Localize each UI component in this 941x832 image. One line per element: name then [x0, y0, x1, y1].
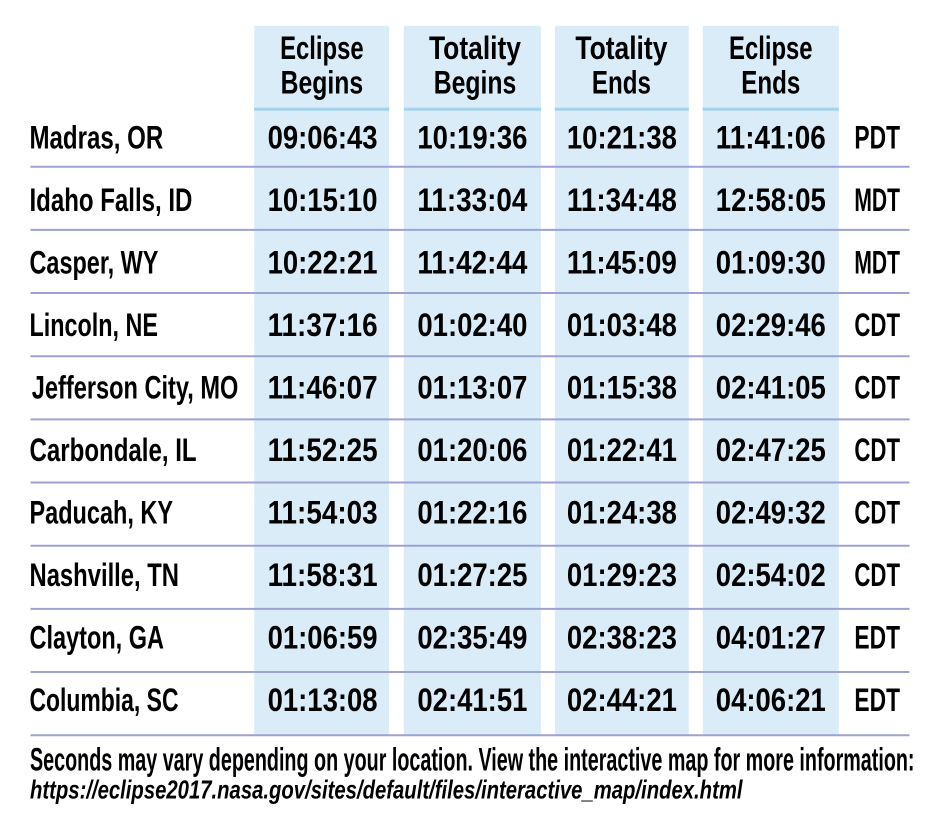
svg-text:11:52:25: 11:52:25: [268, 432, 378, 468]
svg-text:Begins: Begins: [434, 65, 517, 101]
svg-text:11:46:07: 11:46:07: [268, 370, 378, 406]
svg-text:10:19:36: 10:19:36: [417, 120, 527, 156]
svg-text:Jefferson City, MO: Jefferson City, MO: [32, 370, 239, 406]
svg-text:01:29:23: 01:29:23: [567, 557, 677, 593]
svg-text:04:06:21: 04:06:21: [716, 682, 826, 718]
svg-text:MDT: MDT: [854, 182, 900, 218]
svg-text:11:37:16: 11:37:16: [268, 307, 378, 343]
svg-text:CDT: CDT: [854, 495, 900, 531]
svg-text:EDT: EDT: [854, 682, 900, 718]
svg-text:01:02:40: 01:02:40: [417, 307, 527, 343]
svg-text:Paducah, KY: Paducah, KY: [30, 495, 174, 531]
svg-text:01:03:48: 01:03:48: [567, 307, 677, 343]
svg-text:01:13:07: 01:13:07: [417, 370, 527, 406]
svg-text:10:21:38: 10:21:38: [567, 120, 677, 156]
svg-text:11:34:48: 11:34:48: [567, 182, 677, 218]
svg-text:Lincoln, NE: Lincoln, NE: [30, 307, 159, 343]
svg-text:Seconds may vary depending on: Seconds may vary depending on your locat…: [30, 742, 915, 778]
svg-text:02:41:05: 02:41:05: [716, 370, 826, 406]
svg-text:01:24:38: 01:24:38: [567, 495, 677, 531]
svg-text:02:49:32: 02:49:32: [716, 495, 826, 531]
svg-text:Ends: Ends: [741, 65, 800, 101]
svg-text:01:22:41: 01:22:41: [567, 432, 677, 468]
svg-text:01:27:25: 01:27:25: [417, 557, 527, 593]
svg-text:CDT: CDT: [854, 557, 900, 593]
svg-text:01:15:38: 01:15:38: [567, 370, 677, 406]
svg-text:Carbondale, IL: Carbondale, IL: [30, 432, 197, 468]
svg-text:CDT: CDT: [854, 432, 900, 468]
svg-text:Columbia, SC: Columbia, SC: [30, 682, 179, 718]
svg-text:11:42:44: 11:42:44: [417, 245, 527, 281]
svg-text:11:45:09: 11:45:09: [567, 245, 677, 281]
svg-text:Clayton, GA: Clayton, GA: [30, 620, 165, 656]
svg-text:02:29:46: 02:29:46: [716, 307, 826, 343]
svg-text:Eclipse: Eclipse: [729, 30, 813, 66]
svg-text:10:22:21: 10:22:21: [268, 245, 378, 281]
svg-text:02:38:23: 02:38:23: [567, 620, 677, 656]
svg-text:01:13:08: 01:13:08: [268, 682, 378, 718]
svg-text:11:33:04: 11:33:04: [417, 182, 527, 218]
svg-text:02:44:21: 02:44:21: [567, 682, 677, 718]
svg-text:CDT: CDT: [854, 307, 900, 343]
svg-text:02:41:51: 02:41:51: [417, 682, 527, 718]
svg-text:Casper, WY: Casper, WY: [30, 245, 159, 281]
svg-text:Ends: Ends: [592, 65, 651, 101]
svg-text:09:06:43: 09:06:43: [268, 120, 378, 156]
svg-text:Begins: Begins: [281, 65, 364, 101]
svg-text:02:35:49: 02:35:49: [417, 620, 527, 656]
svg-text:Idaho Falls, ID: Idaho Falls, ID: [30, 182, 193, 218]
svg-text:Madras, OR: Madras, OR: [30, 120, 164, 156]
svg-text:CDT: CDT: [854, 370, 900, 406]
svg-text:01:09:30: 01:09:30: [716, 245, 826, 281]
svg-text:Totality: Totality: [429, 30, 521, 66]
svg-text:Totality: Totality: [575, 30, 667, 66]
svg-text:EDT: EDT: [854, 620, 900, 656]
svg-text:11:41:06: 11:41:06: [716, 120, 826, 156]
svg-text:Eclipse: Eclipse: [280, 30, 364, 66]
svg-text:01:22:16: 01:22:16: [417, 495, 527, 531]
svg-text:02:54:02: 02:54:02: [716, 557, 826, 593]
svg-text:10:15:10: 10:15:10: [268, 182, 378, 218]
svg-text:https://eclipse2017.nasa.gov/s: https://eclipse2017.nasa.gov/sites/defau…: [30, 775, 743, 805]
svg-text:02:47:25: 02:47:25: [716, 432, 826, 468]
svg-text:12:58:05: 12:58:05: [716, 182, 826, 218]
svg-text:MDT: MDT: [854, 245, 900, 281]
svg-text:Nashville, TN: Nashville, TN: [30, 557, 180, 593]
svg-text:04:01:27: 04:01:27: [716, 620, 826, 656]
svg-text:11:54:03: 11:54:03: [268, 495, 378, 531]
svg-text:01:20:06: 01:20:06: [417, 432, 527, 468]
svg-text:PDT: PDT: [854, 120, 900, 156]
svg-text:01:06:59: 01:06:59: [268, 620, 378, 656]
svg-text:11:58:31: 11:58:31: [268, 557, 378, 593]
